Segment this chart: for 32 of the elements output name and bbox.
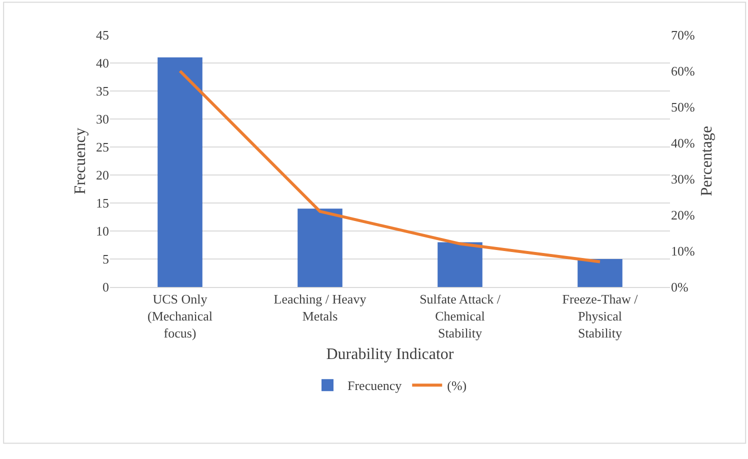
y-tick-label: 20	[96, 168, 109, 183]
legend-label: (%)	[447, 378, 467, 394]
y-tick-label: 10	[96, 224, 109, 239]
y2-tick-label: 50%	[671, 100, 695, 115]
y-axis-title: Frecuency	[72, 128, 89, 194]
y-tick-label: 30	[96, 112, 109, 127]
line-series	[178, 70, 602, 264]
y-tick-label: 45	[96, 28, 109, 43]
y-tick-label: 15	[96, 196, 109, 211]
y2-tick-label: 20%	[671, 208, 695, 223]
bar	[438, 242, 482, 287]
y-tick-label: 40	[96, 56, 109, 71]
x-tick-label: Freeze-Thaw / Physical Stability	[562, 292, 638, 340]
x-axis-title: Durability Indicator	[326, 346, 454, 364]
y-tick-label: 35	[96, 84, 109, 99]
bar	[298, 208, 342, 287]
y2-tick-label: 10%	[671, 244, 695, 259]
y2-tick-label: 70%	[671, 28, 695, 43]
y2-tick-label: 30%	[671, 172, 695, 187]
y2-tick-label: 40%	[671, 136, 695, 151]
y-tick-label: 0	[102, 280, 109, 295]
y2-axis-title: Percentage	[698, 126, 716, 196]
x-tick-label: UCS Only (Mechanical focus)	[148, 292, 213, 340]
x-tick-label: Sulfate Attack / Chemical Stability	[420, 292, 501, 340]
y-tick-label: 25	[96, 140, 109, 155]
bar	[158, 57, 202, 287]
legend-label: Frecuency	[348, 378, 402, 394]
y2-tick-label: 0%	[671, 280, 688, 295]
bar	[578, 259, 622, 287]
x-tick-label: Leaching / Heavy Metals	[274, 292, 367, 324]
y2-tick-label: 60%	[671, 64, 695, 79]
y-tick-label: 5	[102, 252, 109, 267]
